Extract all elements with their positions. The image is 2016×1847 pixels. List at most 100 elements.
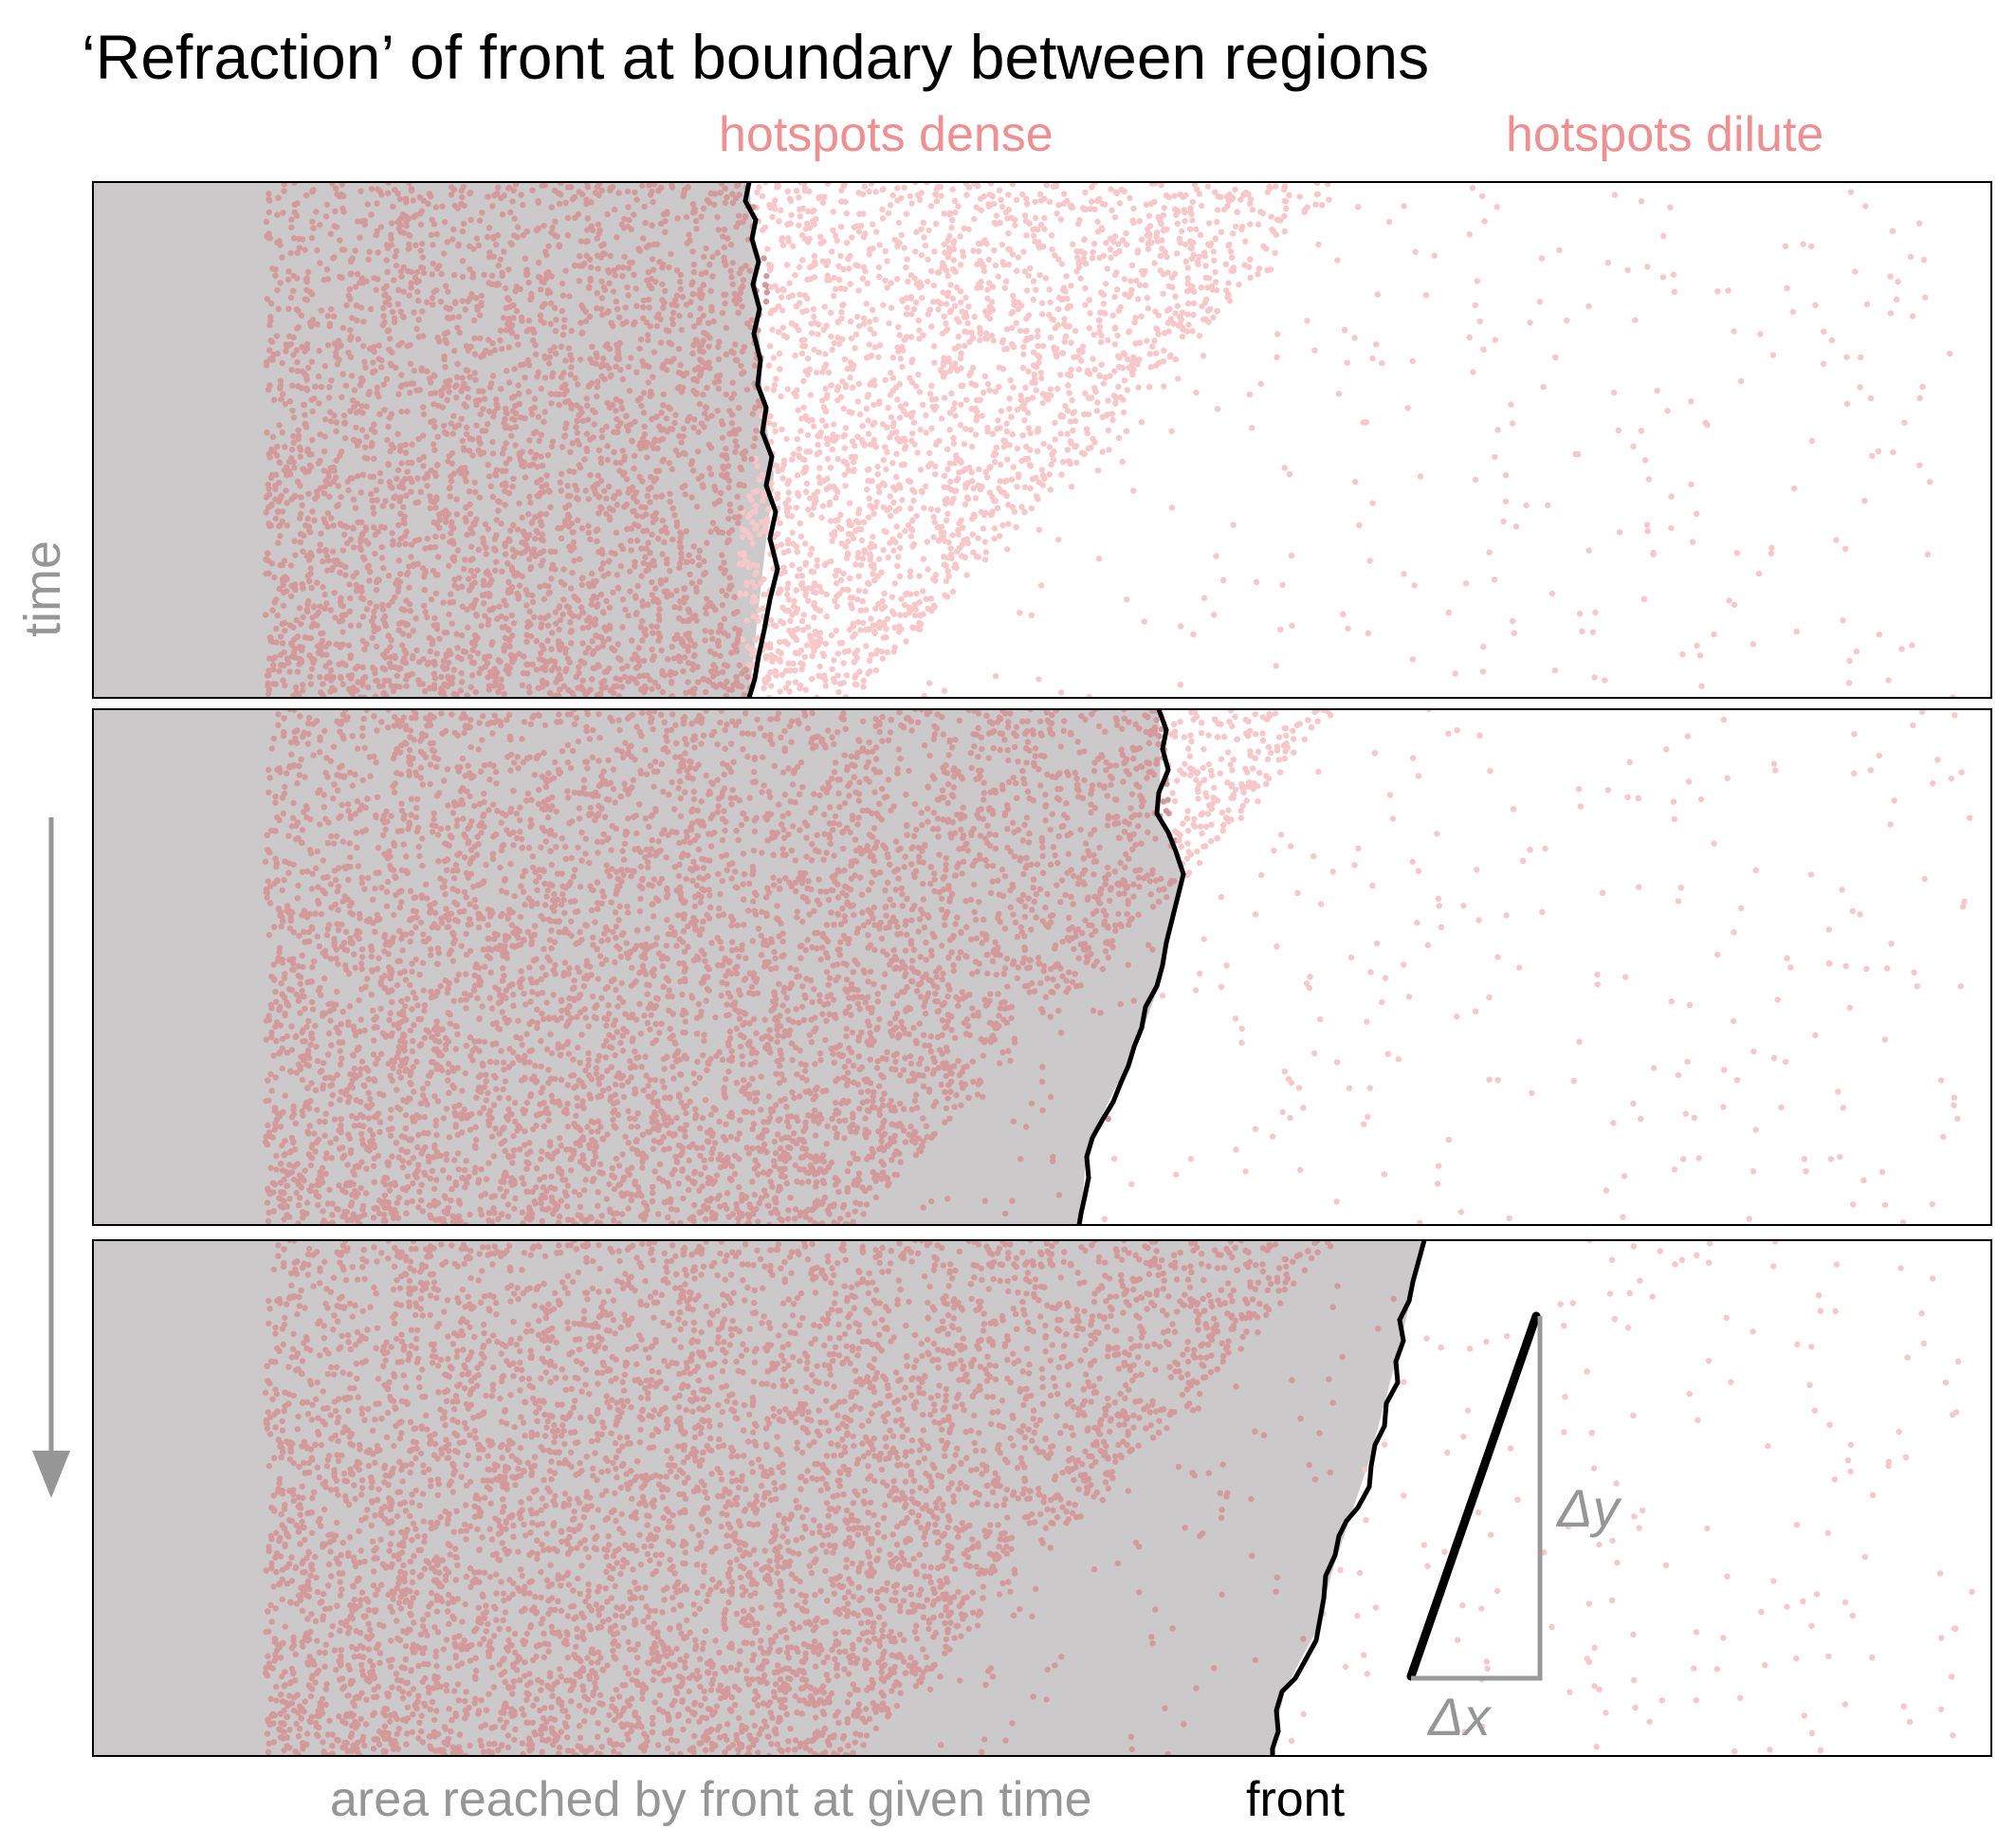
hotspot-dot (299, 368, 305, 375)
hotspot-dot (604, 399, 611, 406)
hotspot-dot (593, 350, 599, 357)
hotspot-dot (395, 665, 402, 671)
hotspot-dot (467, 543, 475, 550)
hotspot-dot (598, 187, 605, 194)
hotspot-dot (368, 186, 376, 192)
hotspot-dot (1194, 258, 1201, 265)
hotspot-dot (704, 384, 710, 392)
hotspot-dot (1006, 395, 1013, 402)
hotspot-dot (604, 456, 611, 464)
hotspot-dot (571, 558, 577, 564)
hotspot-dot (938, 192, 944, 199)
hotspot-dot (1153, 350, 1160, 357)
hotspot-dot (1129, 217, 1136, 224)
hotspot-dot (615, 655, 622, 662)
hotspot-dot (941, 241, 947, 247)
hotspot-dot (895, 323, 902, 331)
hotspot-dot (646, 304, 652, 311)
hotspot-dot (863, 355, 871, 361)
hotspot-dot (909, 486, 916, 493)
hotspot-dot (458, 193, 466, 201)
hotspot-dot (1085, 411, 1092, 418)
hotspot-dot (576, 441, 583, 448)
hotspot-dot (856, 668, 863, 675)
hotspot-dot (569, 570, 576, 576)
hotspot-dot (800, 377, 807, 385)
hotspot-dot (1105, 337, 1111, 344)
hotspot-dot (414, 297, 422, 304)
hotspot-dot (1114, 286, 1121, 293)
hotspot-dot (904, 304, 910, 311)
hotspot-dot (709, 635, 716, 642)
hotspot-dot (696, 342, 704, 350)
hotspot-dot (471, 370, 478, 376)
hotspot-dot (698, 213, 705, 220)
hotspot-dot (392, 253, 398, 260)
hotspot-dot (885, 210, 892, 216)
hotspot-dot (1028, 504, 1035, 512)
hotspot-dot (381, 292, 388, 299)
hotspot-dot (789, 292, 797, 299)
hotspot-dot (935, 299, 942, 305)
hotspot-dot (330, 522, 337, 529)
hotspot-dot (811, 491, 818, 498)
hotspot-dot (968, 468, 975, 476)
hotspot-dot (360, 319, 367, 325)
hotspot-dot (1149, 343, 1156, 350)
hotspot-dot (592, 621, 598, 629)
hotspot-dot (583, 395, 590, 402)
hotspot-dot (1151, 260, 1158, 266)
hotspot-dot (436, 635, 443, 642)
hotspot-dot (671, 419, 678, 427)
hotspot-dot (1109, 312, 1117, 319)
hotspot-dot (1068, 366, 1074, 373)
hotspot-dot (704, 539, 710, 546)
hotspot-dot (811, 580, 818, 587)
hotspot-dot (859, 275, 867, 282)
hotspot-dot (528, 294, 535, 301)
hotspot-dot (436, 263, 443, 269)
hotspot-dot (317, 457, 323, 465)
hotspot-dot (1086, 297, 1092, 303)
hotspot-dot (499, 345, 505, 353)
hotspot-dot (326, 493, 333, 501)
hotspot-dot (1238, 223, 1246, 230)
hotspot-dot (962, 294, 969, 302)
hotspot-dot (785, 504, 793, 511)
hotspot-dot (962, 314, 969, 320)
hotspot-dot (1021, 508, 1028, 516)
hotspot-dot (640, 410, 648, 416)
hotspot-dot (505, 266, 512, 273)
hotspot-dot (559, 308, 565, 315)
hotspot-dot (468, 436, 476, 443)
hotspot-dot (788, 320, 796, 327)
hotspot-dot (538, 562, 544, 569)
hotspot-dot (901, 245, 907, 251)
hotspot-dot (472, 596, 479, 603)
hotspot-dot (639, 357, 646, 364)
hotspot-dot (688, 494, 695, 501)
hotspot-dot (588, 264, 595, 271)
hotspot-dot (1172, 293, 1179, 300)
hotspot-dot (312, 495, 319, 503)
hotspot-dot (406, 182, 412, 187)
hotspots-1 (262, 182, 1956, 698)
hotspot-dot (779, 285, 786, 292)
hotspot-dot (931, 248, 938, 255)
hotspot-dot (874, 471, 881, 478)
hotspot-dot (860, 519, 868, 525)
hotspot-dot (327, 667, 335, 674)
hotspot-dot (600, 241, 607, 247)
hotspot-dot (1100, 380, 1108, 387)
hotspot-dot (789, 561, 796, 569)
hotspot-dot (836, 680, 844, 687)
hotspot-dot (719, 682, 726, 689)
hotspot-dot (1200, 249, 1208, 256)
hotspot-dot (455, 654, 462, 661)
hotspot-dot (800, 612, 807, 618)
hotspot-dot (520, 231, 527, 239)
hotspot-dot (850, 623, 856, 630)
hotspot-dot (463, 504, 469, 511)
hotspot-dot (463, 518, 469, 525)
hotspot-dot (1046, 198, 1054, 206)
